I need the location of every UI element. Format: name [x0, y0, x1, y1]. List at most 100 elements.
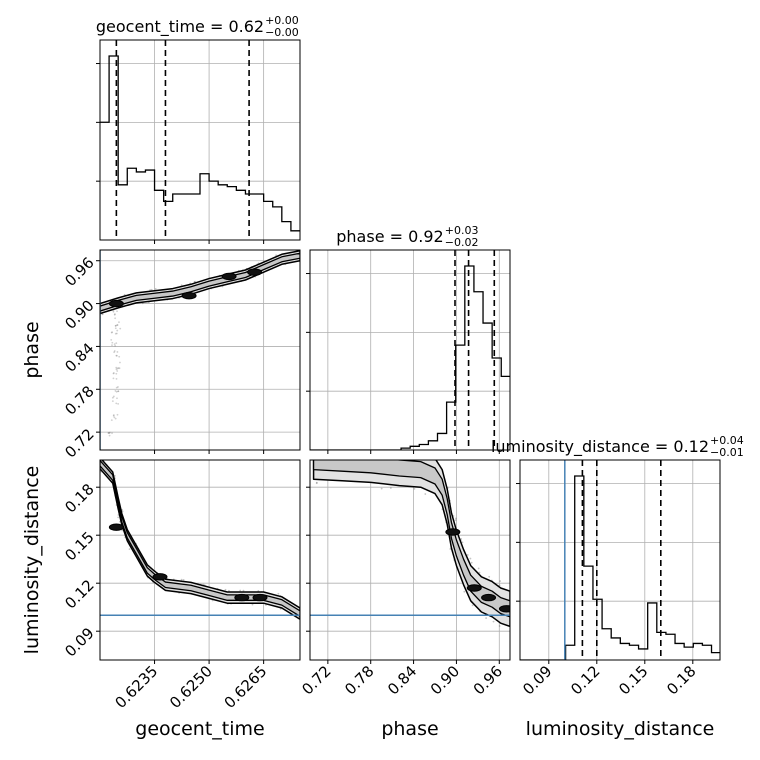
title-minus-geocent_time: −0.00 [265, 26, 299, 39]
density-peak [152, 573, 168, 581]
sample-point [398, 453, 400, 455]
sample-point [117, 367, 120, 369]
sample-point [477, 567, 480, 570]
sample-point [115, 386, 118, 389]
sample-point [110, 338, 113, 341]
sample-point [413, 487, 416, 490]
sample-point [111, 432, 113, 435]
x-tick-label-phase: 0.78 [341, 662, 377, 698]
title-main-phase: phase = 0.92 [336, 227, 443, 246]
sample-point [242, 589, 245, 592]
density-peak [181, 292, 197, 300]
panel-frame [99, 249, 301, 451]
grid-pair-geocent_time-luminosity_distance [100, 460, 300, 660]
sample-point [182, 578, 185, 581]
density-peak [108, 299, 124, 308]
sample-point [117, 390, 120, 393]
sample-point [112, 372, 115, 375]
sample-point [239, 589, 242, 592]
sample-point [395, 450, 397, 452]
sample-point [492, 620, 495, 623]
sample-point [115, 377, 118, 380]
sample-point [488, 575, 491, 578]
x-tick-label-luminosity_distance: 0.15 [615, 662, 651, 698]
sample-point [277, 592, 280, 595]
grid-pair-geocent_time-phase [100, 250, 300, 450]
sample-point [110, 419, 113, 422]
x-tick-label-luminosity_distance: 0.12 [567, 662, 603, 698]
sample-point [454, 519, 457, 522]
sample-point [329, 447, 331, 449]
sample-point [180, 284, 183, 286]
x-tick-label-geocent_time: 0.6235 [112, 662, 162, 712]
sample-point [115, 332, 118, 335]
sample-point [115, 372, 118, 375]
sample-point [394, 445, 396, 447]
sample-point [118, 367, 121, 370]
histogram-panel-phase [306, 249, 511, 454]
grid-pair-phase-luminosity_distance [310, 460, 510, 660]
sample-point [224, 588, 227, 591]
sample-point [349, 446, 351, 448]
sample-point [114, 390, 117, 392]
sample-point [390, 454, 392, 456]
sample-point [114, 327, 117, 330]
sample-point [352, 442, 354, 444]
y-tick-label-phase: 0.90 [61, 297, 97, 333]
sample-point [119, 361, 121, 364]
corner-axis-labels: geocent_time phase luminosity_distancephas… [21, 321, 714, 740]
sample-point [110, 331, 113, 334]
sample-point [111, 341, 114, 344]
sample-point [461, 541, 464, 544]
x-tick-label-geocent_time: 0.6250 [166, 662, 216, 712]
sample-point [455, 517, 457, 520]
sample-point [117, 390, 120, 393]
density-peak [108, 523, 124, 531]
sample-point [119, 327, 122, 330]
sample-point [115, 366, 118, 369]
x-tick-label-geocent_time: 0.6265 [221, 662, 271, 712]
x-axis-label-luminosity_distance: luminosity_distance [526, 718, 715, 740]
density-peak [252, 593, 268, 602]
sample-point [150, 288, 153, 291]
sample-point [114, 332, 117, 335]
sample-point [128, 548, 131, 551]
sample-point [113, 474, 116, 477]
sample-point [380, 487, 383, 490]
sample-point [154, 288, 157, 290]
x-tick-label-phase: 0.72 [298, 662, 334, 698]
contour-inner [100, 252, 300, 312]
sample-point [108, 434, 111, 437]
panel-frame [99, 459, 301, 661]
sample-point [113, 313, 116, 315]
corner-titles: geocent_time = 0.62 +0.00−0.00 phase = 0.9… [96, 14, 744, 459]
sample-point [114, 417, 117, 420]
sample-point [116, 329, 119, 332]
sample-point [107, 432, 110, 434]
density-panel-phase-luminosity_distance: 0.72 0.78 0.84 0.90 0.96 [298, 442, 511, 698]
sample-point [112, 377, 115, 380]
sample-point [478, 571, 481, 574]
sample-point [334, 455, 336, 457]
sample-point [115, 354, 118, 357]
density-panel-geocent_time-phase: 0.72 0.78 0.84 0.90 0.96 [61, 249, 301, 461]
sample-point [400, 444, 402, 446]
x-axis-label-geocent_time: geocent_time [135, 718, 264, 740]
sample-point [392, 445, 394, 447]
sample-point [121, 529, 123, 532]
sample-point [469, 557, 472, 560]
density-peak [498, 605, 510, 613]
density-peak [445, 528, 461, 536]
sample-point [320, 445, 322, 447]
sample-point [499, 580, 502, 582]
sample-point [460, 537, 463, 540]
y-axis-label-phase: phase [21, 321, 43, 378]
y-axis-label-luminosity_distance: luminosity_distance [21, 466, 43, 655]
sample-point [113, 313, 116, 316]
sample-point [111, 396, 114, 399]
sample-point [366, 452, 368, 454]
histogram-step-geocent_time [100, 55, 300, 232]
sample-point [113, 343, 116, 345]
sample-point [434, 454, 436, 456]
sample-point [116, 413, 119, 416]
